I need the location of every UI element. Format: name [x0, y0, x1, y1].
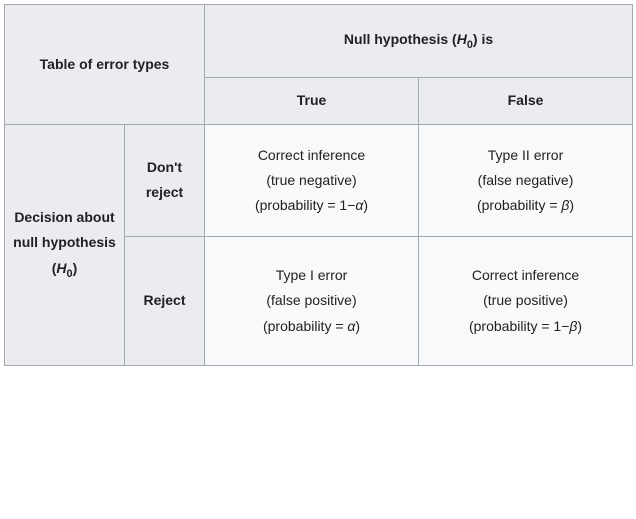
col-true-header: True: [205, 78, 419, 124]
r2c1-line2: (false positive): [266, 292, 356, 308]
r2c2-line3-suffix: ): [577, 318, 582, 334]
decision-suffix: ): [73, 260, 78, 276]
r2c1-line3-prefix: (probability =: [263, 318, 347, 334]
error-types-table: Table of error types Null hypothesis (H0…: [4, 4, 633, 366]
cell-false-negative: Type II error (false negative) (probabil…: [419, 124, 633, 237]
cell-false-positive: Type I error (false positive) (probabili…: [205, 237, 419, 366]
r2c1-line1: Type I error: [276, 267, 348, 283]
r2c2-line1: Correct inference: [472, 267, 579, 283]
r1c1-line3-suffix: ): [363, 197, 368, 213]
nh-prefix: Null hypothesis (: [344, 31, 457, 47]
r1c2-line2: (false negative): [478, 172, 574, 188]
row-reject-label: Reject: [143, 292, 185, 308]
nh-suffix: ) is: [473, 31, 493, 47]
null-hypothesis-header: Null hypothesis (H0) is: [205, 5, 633, 78]
row-reject-header: Reject: [125, 237, 205, 366]
decision-var: H: [56, 260, 66, 276]
table-title-cell: Table of error types: [5, 5, 205, 125]
cell-true-negative: Correct inference (true negative) (proba…: [205, 124, 419, 237]
col-false-header: False: [419, 78, 633, 124]
row-dont-reject-label: Don't reject: [146, 159, 183, 200]
nh-var: H: [457, 31, 467, 47]
r2c2-line3-prefix: (probability = 1−: [469, 318, 569, 334]
r1c2-line1: Type II error: [488, 147, 563, 163]
cell-true-positive: Correct inference (true positive) (proba…: [419, 237, 633, 366]
col-false-label: False: [508, 92, 544, 108]
r2c2-line2: (true positive): [483, 292, 568, 308]
col-true-label: True: [297, 92, 327, 108]
r1c1-line2: (true negative): [266, 172, 356, 188]
row-dont-reject-header: Don't reject: [125, 124, 205, 237]
table-title: Table of error types: [40, 56, 170, 72]
r2c1-line3-suffix: ): [355, 318, 360, 334]
r1c2-line3-suffix: ): [569, 197, 574, 213]
decision-header: Decision about null hypothesis (H0): [5, 124, 125, 365]
r1c1-line3-prefix: (probability = 1−: [255, 197, 355, 213]
r1c2-line3-prefix: (probability =: [477, 197, 561, 213]
r1c1-line1: Correct inference: [258, 147, 365, 163]
